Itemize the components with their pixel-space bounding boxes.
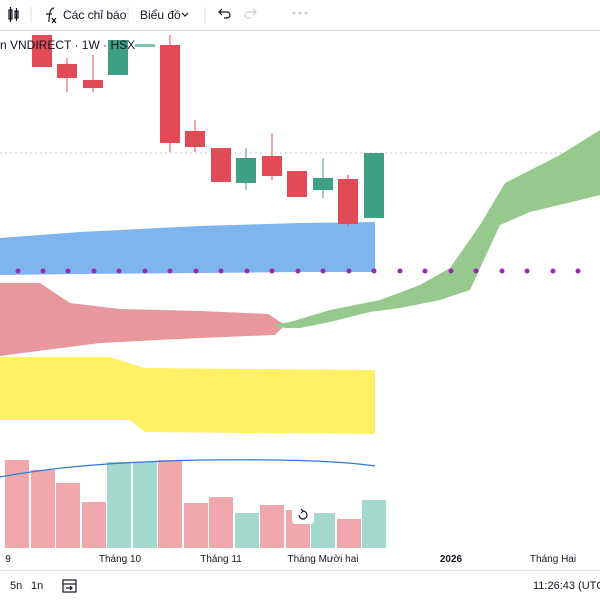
candles bbox=[32, 35, 384, 226]
clock: 11:26:43 (UTC bbox=[533, 580, 600, 592]
indicators-button[interactable]: Các chỉ báo bbox=[63, 8, 127, 22]
cloud-red bbox=[0, 283, 285, 356]
footer: 5n 1n 11:26:43 (UTC bbox=[0, 570, 600, 601]
x-tick-label: Tháng 10 bbox=[98, 554, 142, 565]
cloud-green bbox=[272, 130, 600, 328]
volume-bars bbox=[5, 460, 386, 548]
volume-ma bbox=[0, 459, 376, 478]
goto-date-icon[interactable] bbox=[60, 576, 80, 596]
symbol-legend: n VNDIRECT · 1W · HSX bbox=[0, 38, 136, 52]
x-tick-label: Tháng Mười hai bbox=[287, 554, 359, 565]
x-tick-label: 9 bbox=[5, 554, 11, 565]
x-tick-label: Tháng Hai bbox=[529, 554, 577, 565]
x-tick-label: Tháng 11 bbox=[200, 554, 242, 565]
range-button[interactable]: 5n bbox=[10, 580, 23, 592]
toolbar-icons bbox=[8, 7, 308, 24]
x-tick-label: 2026 bbox=[439, 554, 463, 565]
reset-button[interactable] bbox=[292, 506, 314, 524]
toolbar: Các chỉ báo Biểu đồ bbox=[0, 0, 600, 31]
range-button[interactable]: 1n bbox=[31, 580, 44, 592]
dots bbox=[15, 268, 581, 274]
reset-icon bbox=[298, 508, 308, 520]
cloud-blue bbox=[0, 222, 375, 275]
cloud-yellow bbox=[0, 357, 375, 434]
chart-menu-button[interactable]: Biểu đồ bbox=[140, 8, 181, 22]
